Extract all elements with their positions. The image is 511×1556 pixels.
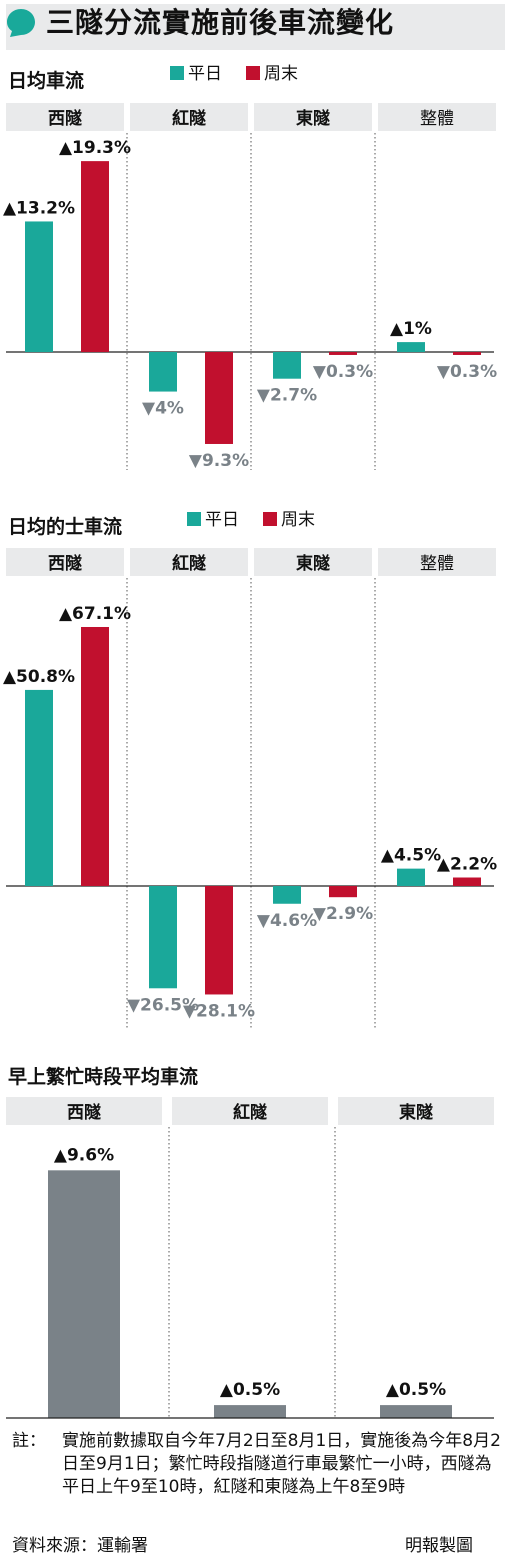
chart-title: 日均的士車流: [8, 515, 122, 538]
category-label: 西隧: [67, 1102, 101, 1123]
bar: [380, 1405, 452, 1418]
category-strip: [6, 103, 124, 131]
data-label: ▼2.7%: [257, 386, 317, 406]
category-strip: [130, 548, 248, 576]
data-label: ▲50.8%: [3, 667, 75, 687]
data-label: ▼4.6%: [257, 911, 317, 931]
data-label: ▼28.1%: [183, 1001, 255, 1021]
data-label: ▲9.6%: [54, 1145, 114, 1165]
category-strip: [378, 103, 496, 131]
data-label: ▲2.2%: [437, 855, 497, 875]
legend-label: 平日: [205, 510, 239, 530]
bar-weekend: [205, 886, 233, 995]
bar-weekday: [397, 342, 425, 352]
data-label: ▲13.2%: [3, 198, 75, 218]
page-title: 三隧分流實施前後車流變化: [46, 6, 395, 39]
bar-weekday: [25, 221, 53, 352]
category-label: 西隧: [48, 108, 82, 129]
data-label: ▼9.3%: [189, 451, 249, 471]
category-strip: [254, 548, 372, 576]
legend-swatch: [263, 512, 277, 526]
chart-title: 早上繁忙時段平均車流: [8, 1065, 198, 1088]
bar-weekday: [149, 352, 177, 392]
category-strip: [254, 103, 372, 131]
category-label: 西隧: [48, 553, 82, 574]
legend-label: 周末: [281, 510, 315, 530]
bar: [48, 1170, 120, 1418]
bar-weekday: [149, 886, 177, 989]
bar-weekday: [397, 868, 425, 886]
speech-bubble-icon: [7, 9, 35, 37]
bar-weekend: [81, 161, 109, 352]
category-label: 東隧: [399, 1102, 433, 1123]
bar: [214, 1405, 286, 1418]
footnote-text: 實施前數據取自今年7月2日至8月1日，實施後為今年8月2日至9月1日；繁忙時段指…: [62, 1431, 501, 1497]
category-label: 整體: [420, 554, 454, 574]
data-label: ▲67.1%: [59, 604, 131, 624]
category-label: 紅隧: [172, 108, 206, 129]
data-label: ▲4.5%: [381, 846, 441, 866]
data-label: ▼2.9%: [313, 904, 373, 924]
category-label: 東隧: [296, 108, 330, 129]
bar-weekend: [453, 877, 481, 886]
legend-label: 周末: [264, 64, 298, 84]
footnote-label: 註：: [12, 1431, 46, 1451]
bar-weekend: [329, 352, 357, 355]
category-label: 東隧: [296, 553, 330, 574]
title-bar: [6, 4, 505, 50]
legend-label: 平日: [188, 64, 222, 84]
category-strip: [6, 548, 124, 576]
credit-text: 明報製圖: [405, 1536, 473, 1556]
legend-swatch: [170, 66, 184, 80]
data-label: ▼4%: [142, 399, 184, 419]
category-label: 紅隧: [233, 1102, 267, 1123]
data-label: ▲0.5%: [386, 1380, 446, 1400]
data-label: ▼0.3%: [437, 362, 497, 382]
data-label: ▲1%: [390, 319, 432, 339]
source-text: 資料來源：運輸署: [12, 1536, 148, 1556]
category-strip: [172, 1097, 328, 1125]
category-strip: [6, 1097, 162, 1125]
legend-swatch: [246, 66, 260, 80]
chart-title: 日均車流: [8, 69, 84, 92]
bar-weekend: [205, 352, 233, 444]
category-label: 紅隧: [172, 553, 206, 574]
data-label: ▲0.5%: [220, 1380, 280, 1400]
bar-weekend: [329, 886, 357, 898]
category-label: 整體: [420, 109, 454, 129]
data-label: ▼26.5%: [127, 995, 199, 1015]
bar-weekend: [81, 626, 109, 886]
bar-weekday: [273, 886, 301, 904]
bar-weekday: [25, 689, 53, 886]
category-strip: [130, 103, 248, 131]
bar-weekend: [453, 352, 481, 355]
category-strip: [378, 548, 496, 576]
category-strip: [338, 1097, 494, 1125]
data-label: ▼0.3%: [313, 362, 373, 382]
data-label: ▲19.3%: [59, 138, 131, 158]
bar-weekday: [273, 352, 301, 379]
legend-swatch: [187, 512, 201, 526]
